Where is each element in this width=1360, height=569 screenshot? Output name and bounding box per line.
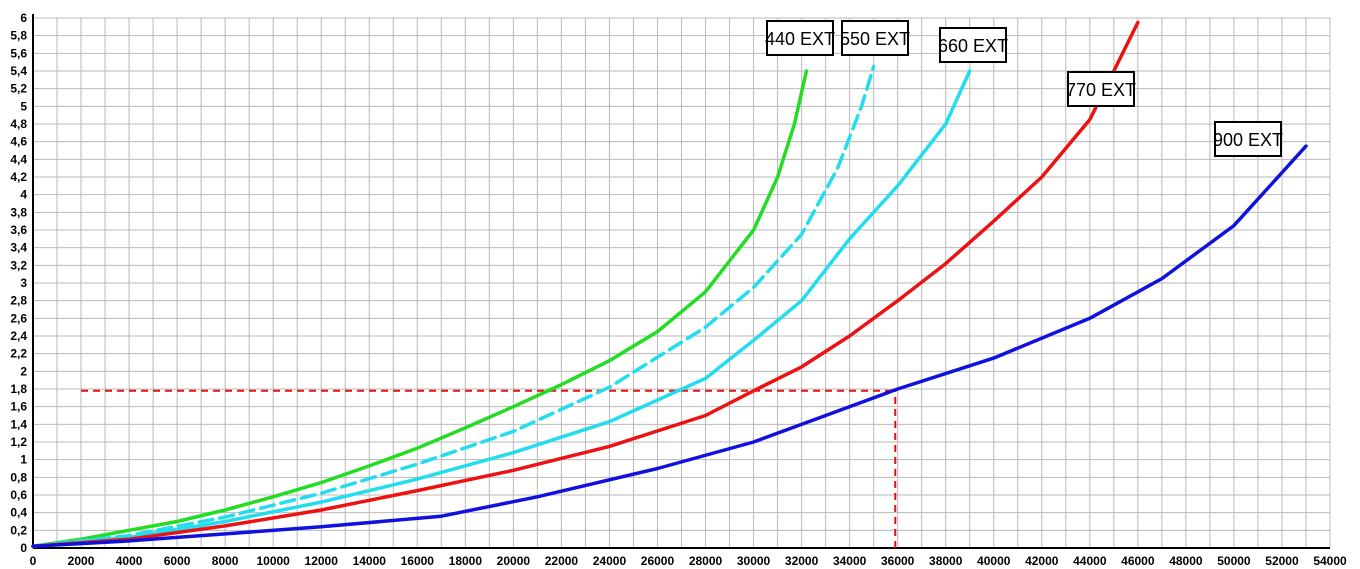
- y-tick-label: 0,6: [10, 488, 27, 502]
- series-line-770-ext: [31, 20, 1140, 548]
- series-label-box: [766, 20, 834, 56]
- y-tick-labels: 0 0,2 0,4 0,6 0,8 1 1,2 1,4 1,6 1,8 2 2,2 2,4 2,6 2,8 3…: [10, 11, 27, 555]
- x-tick-label: 34000: [833, 554, 867, 568]
- x-tick-label: 28000: [689, 554, 723, 568]
- x-tick-label: 44000: [1073, 554, 1107, 568]
- y-tick-label: 1,8: [10, 382, 27, 396]
- x-tick-label: 40000: [977, 554, 1011, 568]
- series-label: 770 EXT: [1066, 80, 1136, 100]
- y-tick-label: 2,6: [10, 311, 27, 325]
- y-tick-label: 4,6: [10, 135, 27, 149]
- x-tick-label: 50000: [1217, 554, 1251, 568]
- y-tick-label: 1,2: [10, 435, 27, 449]
- x-tick-label: 18000: [449, 554, 483, 568]
- x-tick-label: 16000: [401, 554, 435, 568]
- y-tick-label: 5,6: [10, 46, 27, 60]
- y-tick-label: 6: [20, 11, 27, 25]
- y-tick-label: 3: [20, 276, 27, 290]
- y-tick-label: 4,8: [10, 117, 27, 131]
- x-tick-label: 22000: [545, 554, 579, 568]
- y-tick-label: 2: [20, 364, 27, 378]
- series-line-440-ext: [31, 69, 809, 548]
- x-tick-label: 10000: [256, 554, 290, 568]
- x-tick-label: 32000: [785, 554, 819, 568]
- x-tick-label: 12000: [305, 554, 339, 568]
- y-tick-label: 5,4: [10, 64, 27, 78]
- y-tick-label: 4,2: [10, 170, 27, 184]
- series-line-660-ext: [31, 69, 972, 548]
- x-tick-label: 42000: [1025, 554, 1059, 568]
- y-tick-label: 0,2: [10, 523, 27, 537]
- y-tick-label: 5,2: [10, 82, 27, 96]
- series-label-box: [1067, 71, 1135, 107]
- y-tick-label: 3,8: [10, 205, 27, 219]
- series-labels: 440 EXT 550 EXT 660 EXT 770 EXT 900 EXT: [765, 20, 1283, 157]
- x-tick-labels: 0 2000 4000 6000 8000 10000 12000 14000 16000 180…: [30, 554, 1347, 568]
- series-line-900-ext: [31, 144, 1308, 548]
- x-tick-label: 26000: [641, 554, 675, 568]
- series-label-box: [841, 20, 909, 56]
- series-label-box: [1214, 121, 1282, 157]
- x-tick-label: 24000: [593, 554, 627, 568]
- y-tick-label: 1: [20, 453, 27, 467]
- y-tick-label: 2,2: [10, 347, 27, 361]
- series-lines: [31, 20, 1308, 548]
- series-label-box: [939, 27, 1007, 63]
- y-tick-label: 1,6: [10, 400, 27, 414]
- y-tick-label: 3,6: [10, 223, 27, 237]
- x-tick-label: 8000: [212, 554, 239, 568]
- x-tick-label: 4000: [116, 554, 143, 568]
- x-tick-label: 54000: [1313, 554, 1347, 568]
- series-label: 900 EXT: [1213, 130, 1283, 150]
- x-tick-label: 30000: [737, 554, 771, 568]
- x-tick-label: 52000: [1265, 554, 1299, 568]
- x-tick-label: 6000: [164, 554, 191, 568]
- y-tick-label: 0,4: [10, 506, 27, 520]
- series-label: 550 EXT: [840, 29, 910, 49]
- y-tick-label: 0: [20, 541, 27, 555]
- y-tick-label: 5,8: [10, 29, 27, 43]
- y-tick-label: 2,4: [10, 329, 27, 343]
- y-tick-label: 1,4: [10, 417, 27, 431]
- series-label: 440 EXT: [765, 29, 835, 49]
- x-tick-label: 46000: [1121, 554, 1155, 568]
- y-tick-label: 0,8: [10, 470, 27, 484]
- y-tick-label: 5: [20, 99, 27, 113]
- reference-lines: [81, 389, 897, 548]
- y-tick-label: 2,8: [10, 294, 27, 308]
- y-tick-label: 4: [20, 188, 27, 202]
- x-tick-label: 20000: [497, 554, 531, 568]
- y-tick-label: 3,2: [10, 258, 27, 272]
- x-tick-label: 2000: [68, 554, 95, 568]
- y-tick-label: 3,4: [10, 241, 27, 255]
- x-tick-label: 36000: [881, 554, 915, 568]
- y-tick-label: 4,4: [10, 152, 27, 166]
- series-line-550-ext: [31, 64, 876, 548]
- x-tick-label: 0: [30, 554, 37, 568]
- axes: [32, 14, 1330, 549]
- series-label: 660 EXT: [938, 36, 1008, 56]
- x-tick-label: 38000: [929, 554, 963, 568]
- x-tick-label: 14000: [353, 554, 387, 568]
- x-tick-label: 48000: [1169, 554, 1203, 568]
